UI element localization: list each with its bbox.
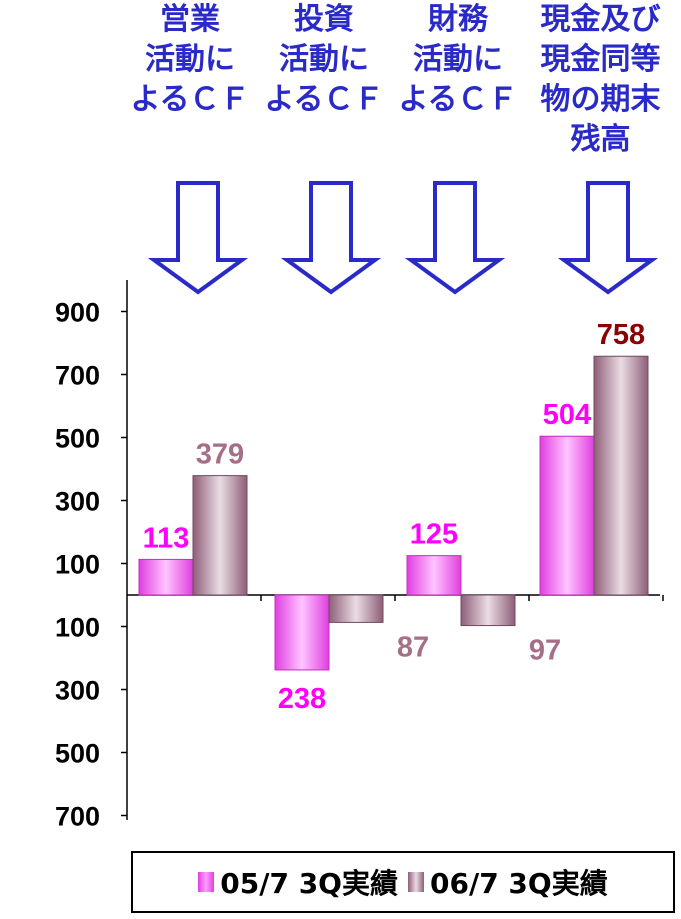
y-tick-label: 500 xyxy=(55,739,100,769)
legend-label-series-1: 06/7 3Q実績 xyxy=(430,867,608,900)
legend-swatch-series-1 xyxy=(408,872,424,892)
y-tick-label: 100 xyxy=(55,550,100,580)
category-header-investing-cf: 投資 活動に よるＣＦ xyxy=(264,2,384,117)
y-tick-label: 300 xyxy=(55,487,100,517)
data-label-series-1-cat-2: 97 xyxy=(529,635,561,667)
bar-chart: 900 700 500 300 100 100 300 500 700 113 238 125 504… xyxy=(55,181,664,832)
bar-series-1-cat-3 xyxy=(593,355,649,596)
bar-series-0-cat-3 xyxy=(539,435,595,596)
category-header-operating-cf: 営業 活動に よるＣＦ xyxy=(130,2,250,117)
data-label-series-1-cat-1: 87 xyxy=(397,631,429,663)
y-tick-label: 700 xyxy=(55,361,100,391)
legend-item-series-1: 06/7 3Q実績 xyxy=(408,862,608,902)
data-label-series-0-cat-2: 125 xyxy=(410,519,458,551)
data-label-series-0-cat-3: 504 xyxy=(543,399,591,431)
data-label-series-1-cat-3: 758 xyxy=(597,319,645,351)
legend-label-series-0: 05/7 3Q実績 xyxy=(220,867,398,900)
data-label-series-0-cat-1: 238 xyxy=(278,683,326,715)
data-label-series-1-cat-0: 379 xyxy=(196,439,244,471)
y-tick-label: 300 xyxy=(55,676,100,706)
y-tick-label: 900 xyxy=(55,298,100,328)
legend-swatch-series-0 xyxy=(198,872,215,892)
down-arrow-icon-2 xyxy=(404,181,506,295)
bar-series-0-cat-2 xyxy=(406,555,462,596)
bar-series-1-cat-1 xyxy=(328,594,384,623)
category-header-financing-cf: 財務 活動に よるＣＦ xyxy=(398,2,518,117)
down-arrow-icon-1 xyxy=(280,181,382,295)
y-tick-label: 700 xyxy=(55,802,100,832)
category-header-cash-end-balance: 現金及び 現金同等 物の期末 残高 xyxy=(540,2,661,157)
chart-legend: 05/7 3Q実績 06/7 3Q実績 xyxy=(131,851,675,913)
legend-item-series-0: 05/7 3Q実績 xyxy=(198,862,398,902)
down-arrow-icon-3 xyxy=(557,181,659,295)
y-tick-label: 100 xyxy=(55,613,100,643)
data-label-series-0-cat-0: 113 xyxy=(143,522,190,554)
bar-series-1-cat-2 xyxy=(460,594,516,627)
y-tick-label: 500 xyxy=(55,424,100,454)
bar-series-0-cat-0 xyxy=(138,558,194,596)
bar-series-1-cat-0 xyxy=(192,475,248,596)
down-arrow-icon-0 xyxy=(147,181,249,295)
bar-series-0-cat-1 xyxy=(274,594,330,671)
